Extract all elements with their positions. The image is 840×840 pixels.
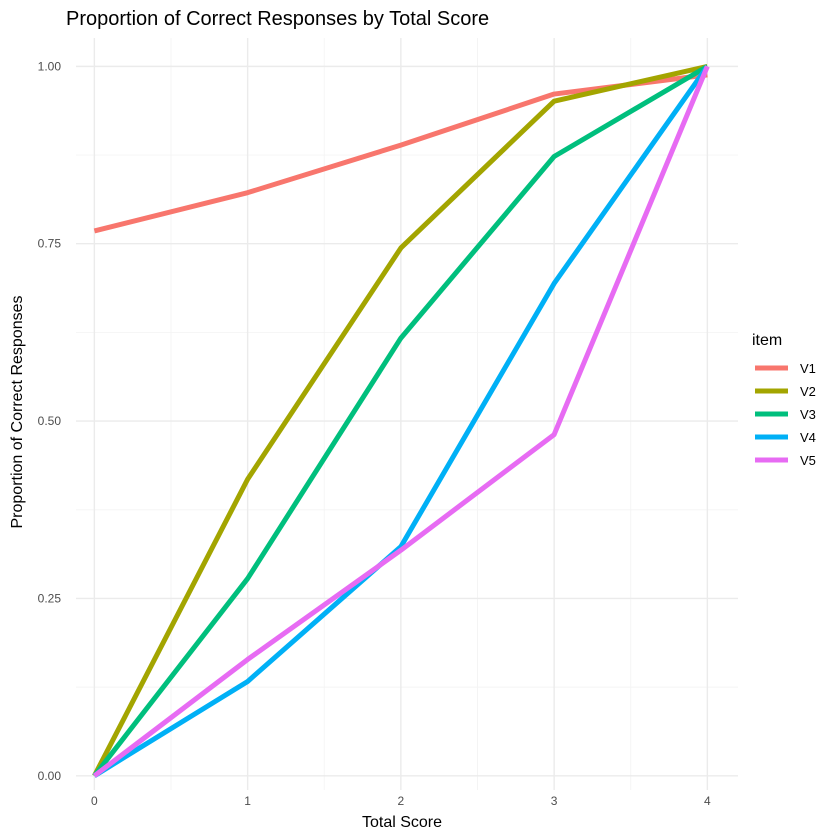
legend-items: V1 V2 V3 V4 V5 [755, 361, 816, 468]
y-tick-label: 0.50 [38, 414, 62, 428]
y-tick-label: 0.00 [38, 769, 62, 783]
legend-label-v4: V4 [800, 430, 816, 445]
y-axis-ticks: 0.00 0.25 0.50 0.75 1.00 [38, 59, 62, 782]
x-axis-title: Total Score [362, 814, 442, 831]
x-tick-label: 3 [551, 794, 558, 808]
y-axis-title: Proportion of Correct Responses [9, 296, 26, 529]
legend-label-v3: V3 [800, 407, 816, 422]
y-tick-label: 0.75 [38, 237, 62, 251]
series-line-v4 [93, 64, 710, 778]
legend-label-v5: V5 [800, 453, 816, 468]
x-tick-label: 2 [398, 794, 405, 808]
x-tick-label: 1 [244, 794, 251, 808]
series-lines [92, 63, 710, 778]
legend-title: item [752, 332, 782, 349]
y-tick-label: 0.25 [38, 591, 62, 605]
legend: item V1 V2 V3 V4 V5 [752, 332, 816, 468]
legend-label-v2: V2 [800, 384, 816, 399]
series-line-v5 [92, 65, 710, 778]
y-tick-label: 1.00 [38, 59, 62, 73]
x-tick-label: 4 [704, 794, 711, 808]
x-axis-ticks: 0 1 2 3 4 [91, 794, 711, 808]
series-line-v2 [92, 63, 708, 777]
x-tick-label: 0 [91, 794, 98, 808]
grid [76, 38, 738, 790]
series-line-v3 [92, 64, 709, 778]
chart-title: Proportion of Correct Responses by Total… [66, 8, 489, 30]
legend-label-v1: V1 [800, 361, 816, 376]
